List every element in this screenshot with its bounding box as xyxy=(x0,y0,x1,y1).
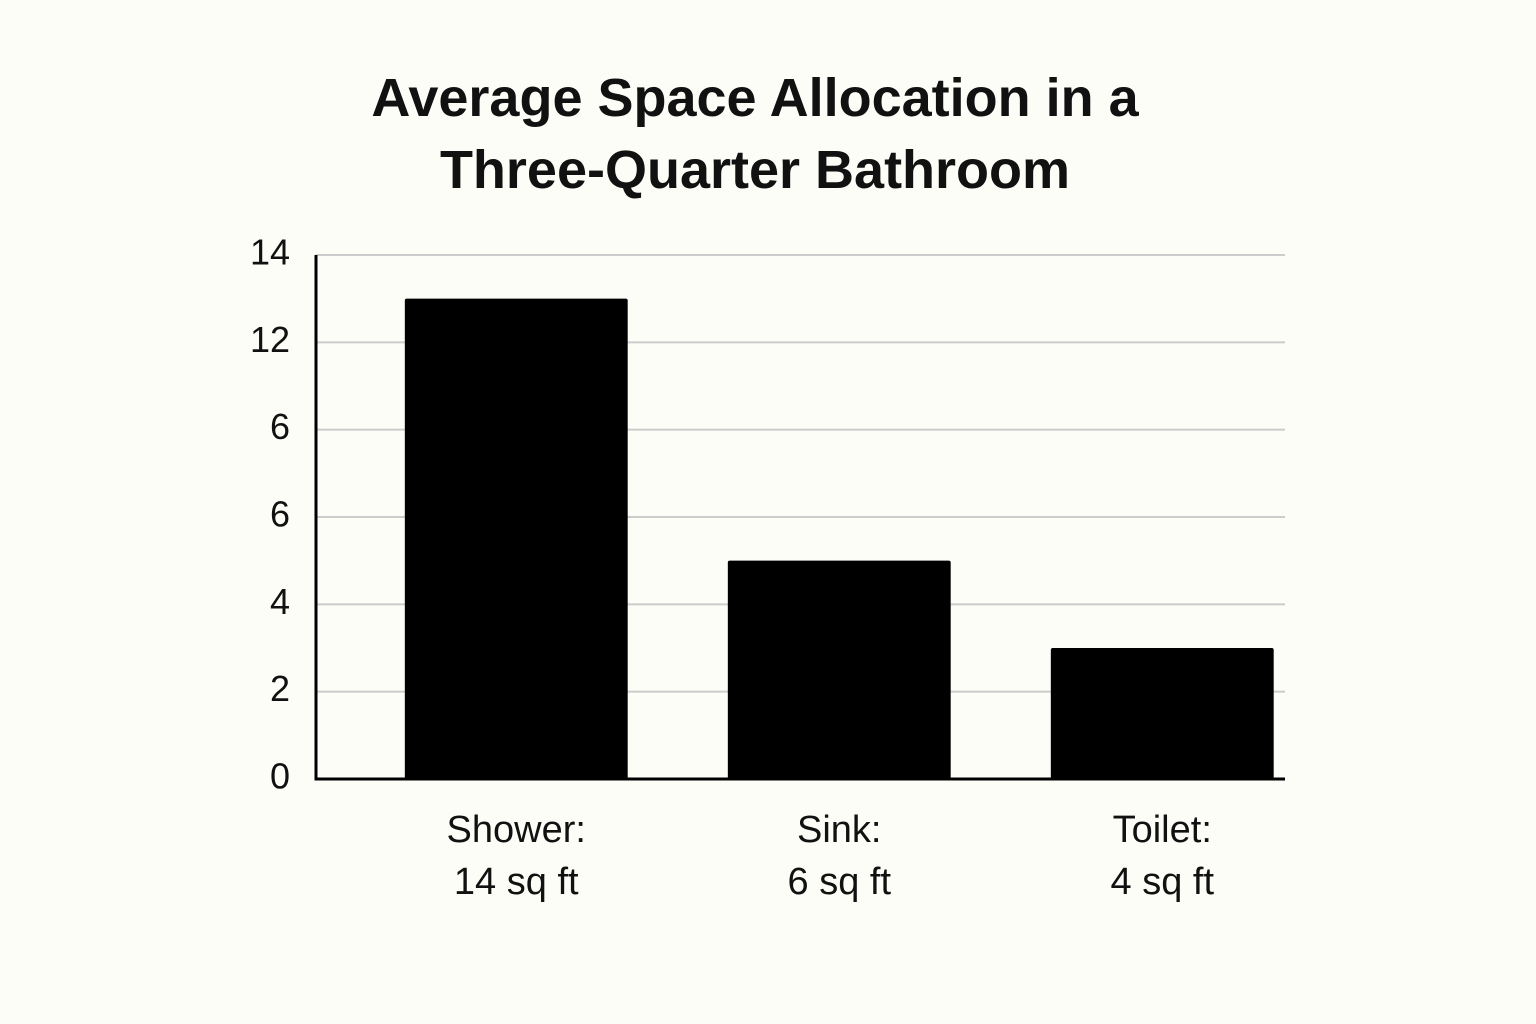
bar xyxy=(404,298,628,779)
y-tick-label: 6 xyxy=(270,494,290,535)
y-tick-label: 14 xyxy=(250,232,290,273)
x-tick-label: Shower: 14 sq ft xyxy=(446,809,586,903)
y-tick-label: 0 xyxy=(270,756,290,797)
y-tick-label: 2 xyxy=(270,668,290,709)
chart-title: Average Space Allocation in a Three-Quar… xyxy=(371,68,1139,200)
bar xyxy=(1050,648,1274,779)
y-tick-label: 12 xyxy=(250,319,290,360)
bar xyxy=(727,560,951,779)
y-tick-label: 6 xyxy=(270,406,290,447)
y-tick-label: 4 xyxy=(270,581,290,622)
x-tick-label: Sink: 6 sq ft xyxy=(787,809,892,903)
x-tick-label: Toilet: 4 sq ft xyxy=(1110,809,1215,903)
